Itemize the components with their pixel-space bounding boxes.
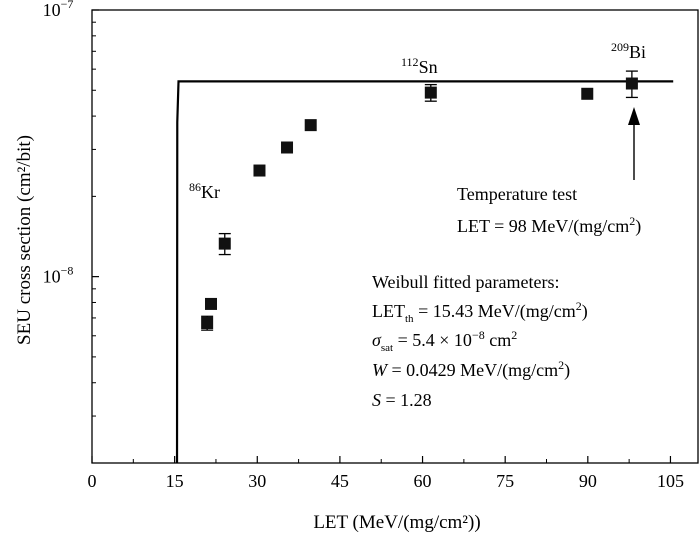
data-point bbox=[281, 141, 294, 154]
fit-layer bbox=[175, 80, 674, 464]
x-axis-title: LET (MeV/(mg/cm²)) bbox=[313, 512, 480, 533]
y-tick-label: 10−7 bbox=[43, 0, 74, 20]
x-tick-label: 15 bbox=[166, 471, 184, 491]
ion-label-sn: 112Sn bbox=[401, 55, 438, 77]
axes: 0 15 30 45 60 75 90 105 10−8 10−7 bbox=[43, 0, 699, 491]
x-tick-label: 60 bbox=[414, 471, 432, 491]
ion-label-kr: 86Kr bbox=[189, 180, 220, 202]
x-tick-label: 90 bbox=[579, 471, 597, 491]
y-tick-label: 10−8 bbox=[43, 264, 74, 287]
weibull-title: Weibull fitted parameters: bbox=[372, 272, 559, 292]
weibull-fit-curve bbox=[175, 80, 674, 464]
data-point bbox=[581, 87, 594, 100]
points-layer bbox=[201, 70, 638, 331]
temperature-arrow-head bbox=[628, 107, 640, 125]
weibull-let-th: LETth = 15.43 MeV/(mg/cm2) bbox=[372, 299, 588, 325]
x-tick-label: 75 bbox=[496, 471, 514, 491]
temperature-note-line1: Temperature test bbox=[457, 184, 577, 204]
data-point bbox=[424, 86, 437, 99]
weibull-w: W = 0.0429 MeV/(mg/cm2) bbox=[372, 358, 570, 381]
plot-frame bbox=[91, 9, 699, 464]
data-point bbox=[218, 237, 231, 250]
y-axis-title: SEU cross section (cm²/bit) bbox=[14, 135, 35, 345]
data-point bbox=[625, 77, 638, 90]
x-tick-label: 30 bbox=[248, 471, 266, 491]
x-tick-label: 105 bbox=[657, 471, 684, 491]
ion-label-bi: 209Bi bbox=[611, 40, 646, 62]
data-point bbox=[204, 297, 217, 310]
x-tick-label: 0 bbox=[88, 471, 97, 491]
x-tick-label: 45 bbox=[331, 471, 349, 491]
data-point bbox=[253, 164, 266, 177]
weibull-s: S = 1.28 bbox=[372, 390, 432, 410]
data-point bbox=[201, 317, 214, 330]
data-point bbox=[304, 119, 317, 132]
weibull-sigma-sat: σsat = 5.4 × 10−8 cm2 bbox=[372, 328, 517, 354]
temperature-note-line2: LET = 98 MeV/(mg/cm2) bbox=[457, 214, 641, 237]
